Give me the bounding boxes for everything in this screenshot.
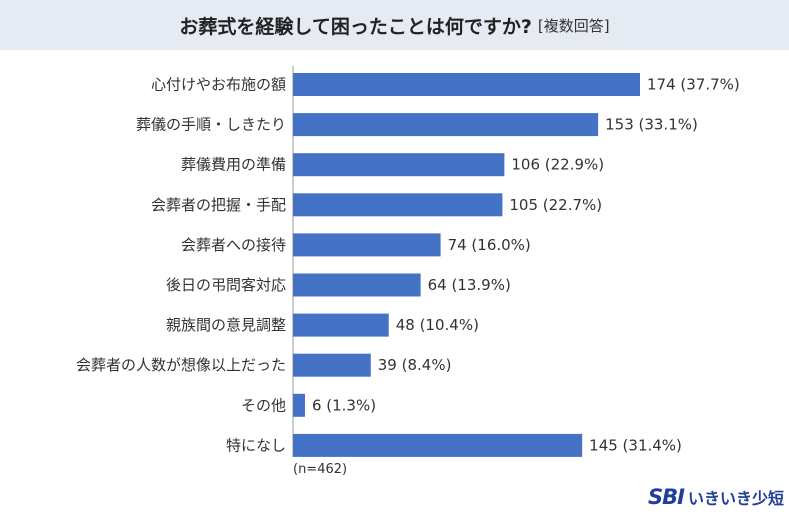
category-label: 葬儀の手順・しきたり bbox=[136, 116, 286, 134]
value-label: 74 (16.0%) bbox=[448, 236, 531, 254]
logo-mark: SBI bbox=[648, 485, 685, 509]
category-label: 心付けやお布施の額 bbox=[151, 76, 286, 94]
bar bbox=[293, 193, 503, 217]
value-label: 106 (22.9%) bbox=[511, 156, 604, 174]
category-label: 会葬者への接待 bbox=[181, 236, 286, 254]
value-label: 39 (8.4%) bbox=[378, 356, 452, 374]
sample-size-note: (n=462) bbox=[293, 462, 348, 477]
category-label: その他 bbox=[241, 396, 286, 414]
bar bbox=[293, 153, 505, 177]
category-label: 葬儀費用の準備 bbox=[181, 156, 286, 174]
category-label: 会葬者の把握・手配 bbox=[151, 196, 286, 214]
value-label: 174 (37.7%) bbox=[647, 76, 740, 94]
chart-header: お葬式を経験して困ったことは何ですか? [複数回答] bbox=[0, 0, 789, 50]
logo-text: いきいき少短 bbox=[687, 489, 784, 508]
bar bbox=[293, 113, 599, 137]
value-label: 153 (33.1%) bbox=[605, 116, 698, 134]
bar bbox=[293, 393, 305, 417]
category-label: 親族間の意見調整 bbox=[166, 316, 286, 334]
bar bbox=[293, 433, 583, 457]
category-label: 後日の弔問客対応 bbox=[166, 276, 286, 294]
bar bbox=[293, 73, 640, 96]
chart-subtitle: [複数回答] bbox=[537, 16, 610, 35]
value-label: 105 (22.7%) bbox=[509, 196, 602, 214]
sbi-logo: SBI いきいき少短 bbox=[648, 485, 784, 509]
bar bbox=[293, 353, 371, 377]
chart-title: お葬式を経験して困ったことは何ですか? bbox=[179, 15, 532, 38]
bar bbox=[293, 233, 441, 257]
value-label: 6 (1.3%) bbox=[312, 396, 376, 414]
category-label: 特になし bbox=[226, 436, 286, 454]
bar bbox=[293, 273, 421, 297]
category-label: 会葬者の人数が想像以上だった bbox=[76, 356, 286, 374]
value-label: 145 (31.4%) bbox=[589, 436, 682, 454]
value-label: 48 (10.4%) bbox=[396, 316, 479, 334]
value-label: 64 (13.9%) bbox=[428, 276, 511, 294]
bar bbox=[293, 313, 389, 337]
